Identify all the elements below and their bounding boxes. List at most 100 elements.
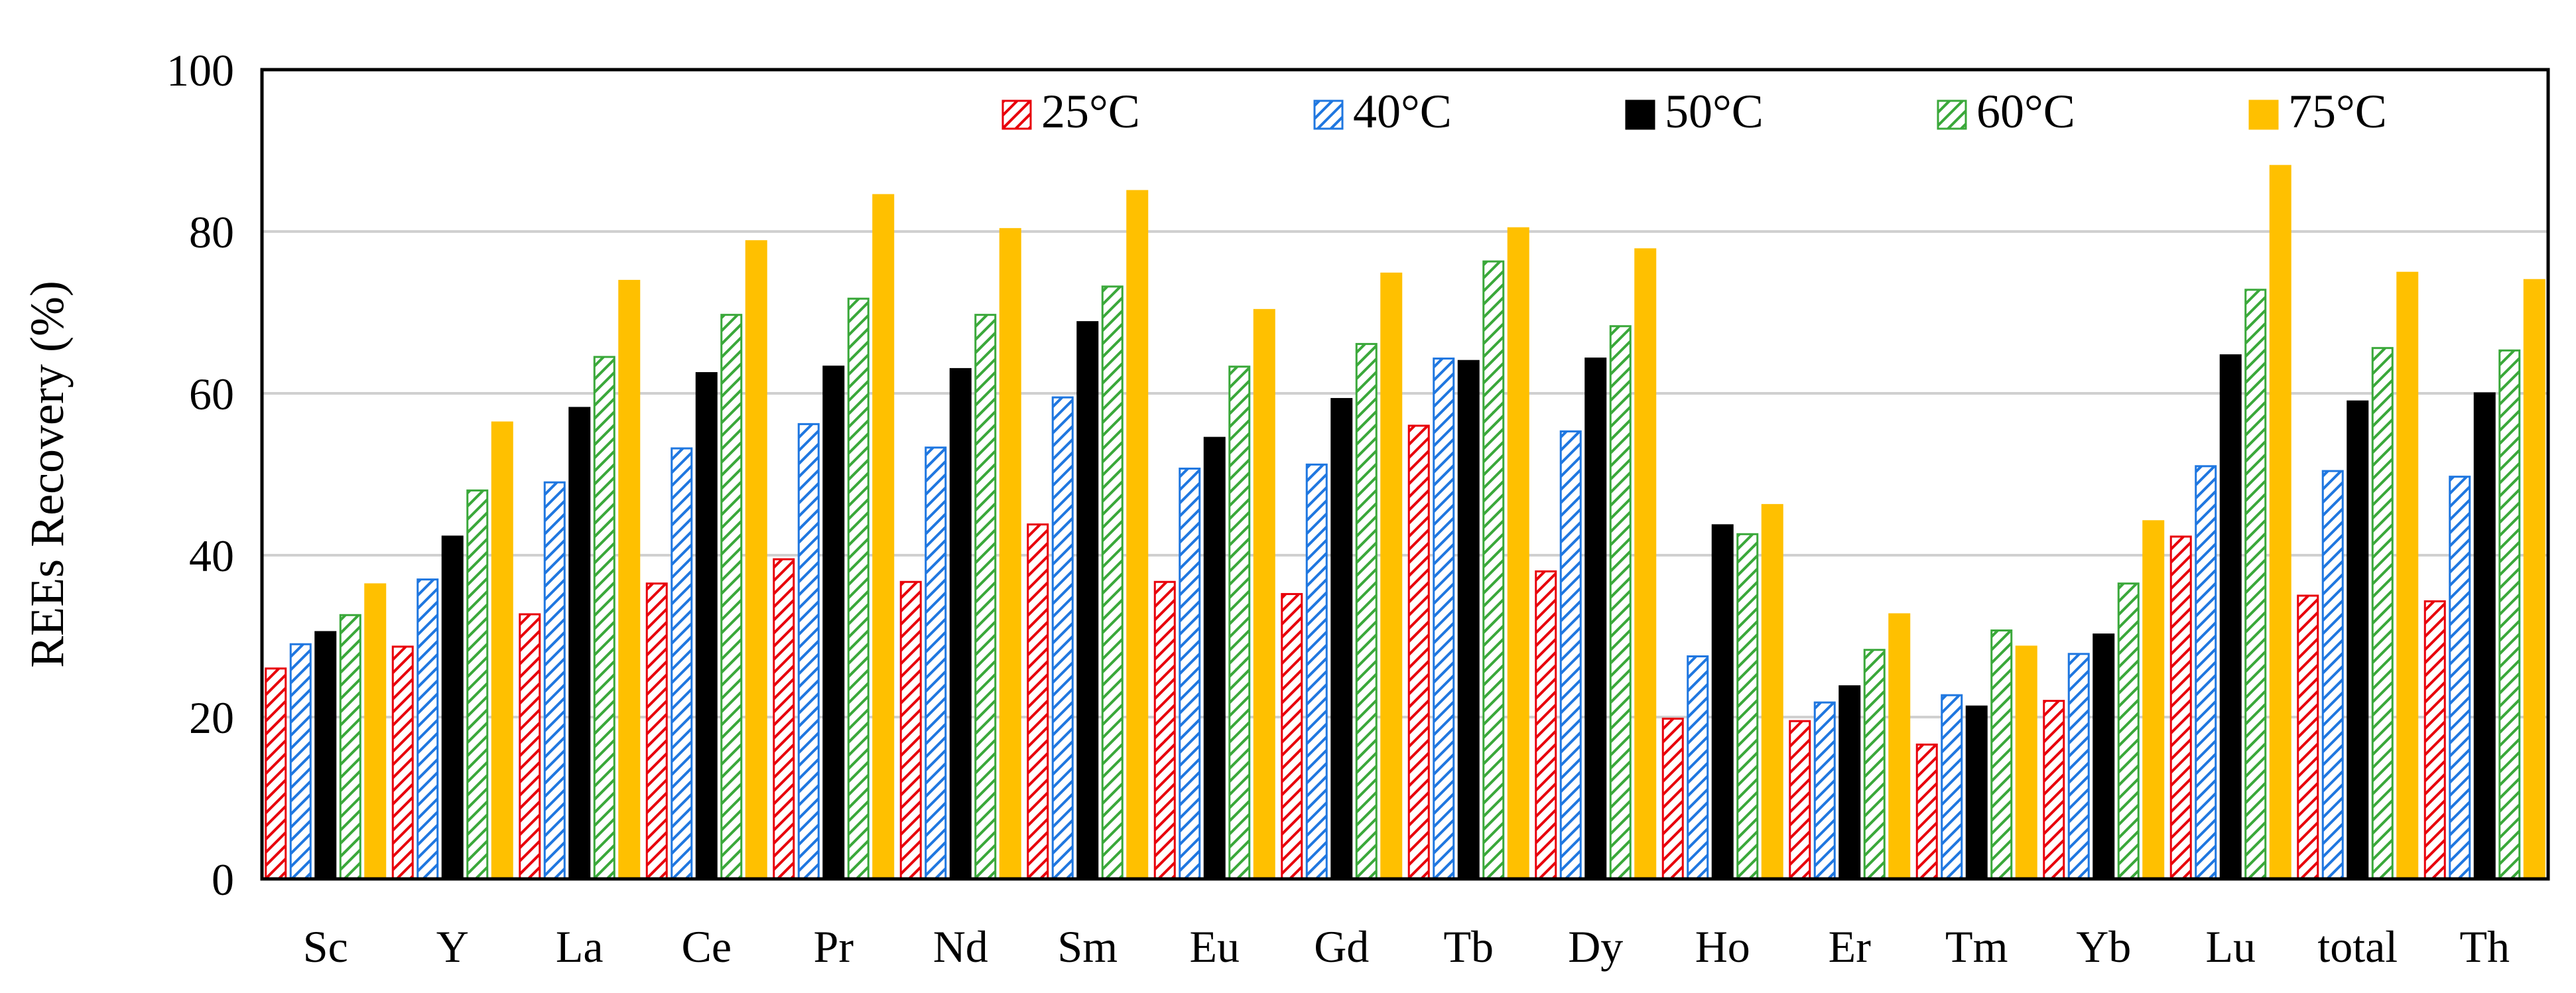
bar-tm-3 bbox=[1990, 629, 2013, 880]
x-tick-label: Yb bbox=[2076, 921, 2131, 972]
y-tick-label: 40 bbox=[189, 531, 234, 581]
x-tick-label: Lu bbox=[2205, 921, 2256, 972]
bar-la-4 bbox=[618, 279, 641, 880]
bar-lu-4 bbox=[2269, 165, 2291, 880]
bar-sc-2 bbox=[314, 631, 337, 880]
bar-la-3 bbox=[593, 356, 615, 880]
y-axis-title: REEs Recovery (%) bbox=[21, 281, 74, 668]
bar-sc-0 bbox=[265, 667, 287, 880]
bar-tb-3 bbox=[1482, 260, 1505, 880]
legend: 25°C 40°C 50°C 60°C 75°C bbox=[1001, 85, 2387, 138]
bar-dy-0 bbox=[1535, 570, 1557, 880]
bar-tb-2 bbox=[1457, 360, 1480, 880]
gridlines bbox=[262, 230, 2548, 718]
x-tick-label: Sm bbox=[1057, 921, 1118, 972]
bar-lu-1 bbox=[2195, 465, 2217, 880]
bar-sc-4 bbox=[364, 583, 387, 880]
bar-yb-3 bbox=[2117, 582, 2140, 880]
bar-ho-4 bbox=[1761, 503, 1783, 880]
bar-pr-0 bbox=[773, 558, 795, 880]
bar-er-0 bbox=[1789, 720, 1811, 880]
bar-dy-4 bbox=[1634, 248, 1657, 880]
bar-gd-4 bbox=[1380, 272, 1403, 880]
bar-ho-2 bbox=[1711, 524, 1734, 880]
x-tick-label: Gd bbox=[1314, 921, 1369, 972]
bar-pr-4 bbox=[872, 194, 895, 880]
legend-swatch bbox=[2248, 99, 2279, 130]
bar-tb-0 bbox=[1407, 425, 1430, 880]
plot-frame bbox=[260, 68, 2550, 881]
bar-y-3 bbox=[466, 489, 489, 880]
x-tick-label: total bbox=[2317, 921, 2398, 972]
bar-tb-1 bbox=[1433, 358, 1455, 880]
x-tick-label: Ce bbox=[681, 921, 732, 972]
bar-nd-1 bbox=[925, 446, 947, 880]
bar-ho-3 bbox=[1736, 533, 1759, 880]
bar-gd-2 bbox=[1330, 398, 1353, 880]
legend-swatch bbox=[1937, 99, 1967, 130]
bar-lu-3 bbox=[2244, 289, 2267, 880]
bar-eu-4 bbox=[1253, 308, 1275, 880]
bar-gd-3 bbox=[1355, 343, 1378, 880]
bar-ce-4 bbox=[745, 240, 767, 880]
x-tick-label: Sc bbox=[303, 921, 348, 972]
legend-label: 60°C bbox=[1976, 85, 2075, 138]
bar-tm-1 bbox=[1941, 694, 1963, 880]
bar-er-1 bbox=[1813, 701, 1836, 880]
bar-total-2 bbox=[2347, 400, 2369, 880]
bar-total-1 bbox=[2321, 470, 2344, 880]
bar-ho-0 bbox=[1661, 717, 1684, 880]
bar-ce-1 bbox=[671, 447, 693, 880]
bar-y-4 bbox=[491, 421, 513, 880]
x-tick-label: Dy bbox=[1568, 921, 1623, 972]
bar-th-4 bbox=[2523, 279, 2545, 880]
bar-sm-3 bbox=[1101, 285, 1124, 880]
bar-pr-2 bbox=[822, 365, 845, 880]
bar-er-3 bbox=[1863, 649, 1886, 880]
legend-swatch bbox=[1313, 99, 1344, 130]
x-tick-label: Ho bbox=[1695, 921, 1750, 972]
bar-th-2 bbox=[2473, 392, 2496, 880]
bar-tm-0 bbox=[1915, 743, 1938, 880]
legend-label: 50°C bbox=[1665, 85, 1764, 138]
y-tick-label: 60 bbox=[189, 369, 234, 419]
bar-sm-4 bbox=[1126, 190, 1149, 880]
bar-th-1 bbox=[2449, 476, 2471, 880]
legend-label: 75°C bbox=[2288, 85, 2387, 138]
bar-sm-0 bbox=[1027, 523, 1049, 880]
bar-th-3 bbox=[2498, 349, 2521, 880]
bar-dy-2 bbox=[1584, 358, 1607, 880]
bar-er-2 bbox=[1838, 685, 1861, 880]
y-tick-label: 0 bbox=[212, 854, 234, 905]
bar-gd-0 bbox=[1281, 593, 1303, 880]
bar-nd-2 bbox=[949, 367, 972, 880]
bar-total-4 bbox=[2396, 271, 2419, 880]
y-tick-label: 20 bbox=[189, 693, 234, 743]
bar-tb-4 bbox=[1507, 227, 1529, 880]
bar-pr-1 bbox=[797, 423, 820, 880]
bar-y-1 bbox=[417, 578, 439, 880]
bar-ce-2 bbox=[695, 372, 718, 880]
bar-eu-1 bbox=[1179, 467, 1201, 880]
bar-la-1 bbox=[543, 481, 566, 880]
y-tick-label: 100 bbox=[166, 45, 234, 96]
y-axis-ticks: 0 20 40 60 80 100 bbox=[166, 45, 234, 905]
bar-lu-2 bbox=[2219, 354, 2242, 880]
bar-la-0 bbox=[519, 613, 541, 880]
bar-nd-0 bbox=[899, 580, 922, 880]
bar-y-0 bbox=[391, 645, 414, 880]
x-tick-label: Tm bbox=[1945, 921, 2008, 972]
y-tick-label: 80 bbox=[189, 207, 234, 257]
bar-sm-2 bbox=[1076, 321, 1099, 880]
x-tick-label: Pr bbox=[814, 921, 854, 972]
bar-tm-4 bbox=[2015, 645, 2037, 880]
x-tick-label: Nd bbox=[933, 921, 988, 972]
bar-total-3 bbox=[2371, 347, 2394, 880]
bar-nd-4 bbox=[999, 228, 1021, 880]
bar-yb-2 bbox=[2093, 633, 2115, 880]
bar-ce-0 bbox=[645, 582, 668, 880]
bar-ce-3 bbox=[720, 314, 743, 880]
bar-nd-3 bbox=[974, 314, 997, 880]
bar-sc-3 bbox=[339, 614, 361, 880]
